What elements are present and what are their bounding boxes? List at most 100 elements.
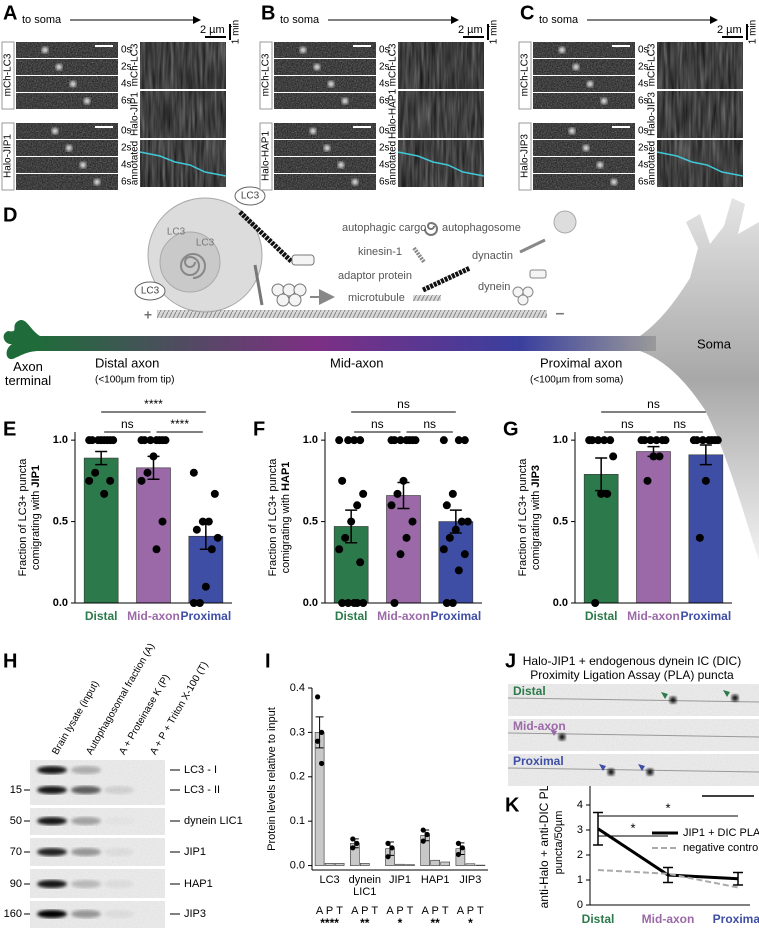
row-label: Halo-JIP1 [3,134,14,178]
x-tick-label: Mid-axon [127,609,180,623]
image-title: Proximity Ligation Assay (PLA) puncta [530,668,734,682]
series-label: P [432,905,439,917]
legend-dynactin-icon [519,238,546,254]
y-axis-label: anti-Halo + anti-DIC PLA [537,777,551,909]
series-label: P [361,905,368,917]
legend-label: JIP1 + DIC PLA [683,827,759,839]
y-axis-label-text: comigrating with [530,491,542,570]
bar [314,732,325,866]
bar [430,859,441,866]
puncta [611,179,617,185]
data-point [588,436,597,445]
image-texture [16,123,118,139]
legend-label: negative control [683,842,759,854]
data-point [646,436,655,445]
image-texture [16,157,118,173]
axon-terminal [3,319,40,360]
y-tick-label: 0.5 [553,515,568,527]
kymograph-label: annotated [647,141,658,186]
kymograph-label: mCh-LC3 [130,43,141,86]
bar [405,864,415,866]
y-tick-label: 0.0 [290,859,305,871]
mw-marker: 70 [10,846,22,858]
data-point [454,436,463,445]
time-label: 6s [379,177,390,188]
x-tick-label: Proximal [430,609,481,623]
significance: * [398,916,403,929]
y-axis-label: Fraction of LC3+ puncta [267,458,279,577]
mw-marker: 160 [4,908,22,920]
diagram: D LC3 LC3 LC3 LC3 autophagic cargo autop… [3,186,759,560]
time-label: 4s [379,79,390,90]
data-point [359,489,368,498]
puncta [338,162,344,168]
data-point [350,436,359,445]
time-label: 4s [121,79,132,90]
row-label-box [259,122,273,191]
time-label: 6s [121,96,132,107]
series-label: A [316,905,324,917]
error-bar [386,841,394,856]
region-label: Mid-axon [330,355,383,370]
data-point [85,476,94,485]
y-axis-label-protein: HAP1 [280,462,292,491]
scale-label: 2 µm [458,24,483,36]
data-point [460,436,469,445]
cargo [179,253,206,279]
band-label: LC3 - II [184,784,220,796]
data-point [603,489,612,498]
error-bar [350,838,359,849]
track-annotation [397,151,485,177]
image-texture [140,91,226,138]
y-tick-label: 0.1 [290,815,305,827]
x-tick-label: JIP3 [459,874,482,886]
error-bar [421,829,430,842]
pla-puncta [646,768,654,776]
significance: ns [621,417,634,431]
significance: * [468,916,473,929]
y-axis-label: comigrating with JIP1 [30,465,42,570]
data-point [606,436,615,445]
image-texture [16,59,118,75]
error-bar [595,457,608,492]
puncta [569,128,575,134]
panel-label: A [3,2,17,24]
image-texture [657,42,743,89]
data-point [315,694,321,700]
data-point [411,436,420,445]
data-point [97,436,106,445]
puncta [52,128,58,134]
y-tick-label: 0.0 [553,597,568,609]
axon-edge [507,767,759,773]
panel-label: G [503,418,519,440]
label: to soma [22,14,62,26]
time-label: 6s [379,96,390,107]
bar [465,863,476,866]
row-label-box [1,41,15,110]
data-point [106,476,115,485]
region-label: Axon terminal [4,359,52,388]
image-texture [274,157,376,173]
time-label: 4s [638,160,649,171]
data-point [158,517,167,526]
kymograph-label: Halo-HAP1 [388,89,399,139]
data-point [88,436,97,445]
puncta [300,47,306,53]
panel-label: C [520,2,534,24]
region-label: Proximal axon [540,355,622,370]
kymograph-label: Halo-JIP3 [647,92,658,136]
time-label: 4s [121,160,132,171]
data-point [459,845,465,851]
significance: ns [121,417,134,431]
image-texture [533,157,635,173]
x-tick-label: Proximal [180,609,231,623]
puncta [84,98,90,104]
row-label: mCh-LC3 [3,53,14,96]
y-axis-label-text: comigrating with [280,494,292,573]
data-point [393,489,402,498]
error-bar [315,716,324,749]
y-tick-label: 3 [577,824,583,836]
y-axis-label: Fraction of LC3+ puncta [517,458,529,577]
lc3-tag [134,281,166,301]
data-point [396,436,405,445]
